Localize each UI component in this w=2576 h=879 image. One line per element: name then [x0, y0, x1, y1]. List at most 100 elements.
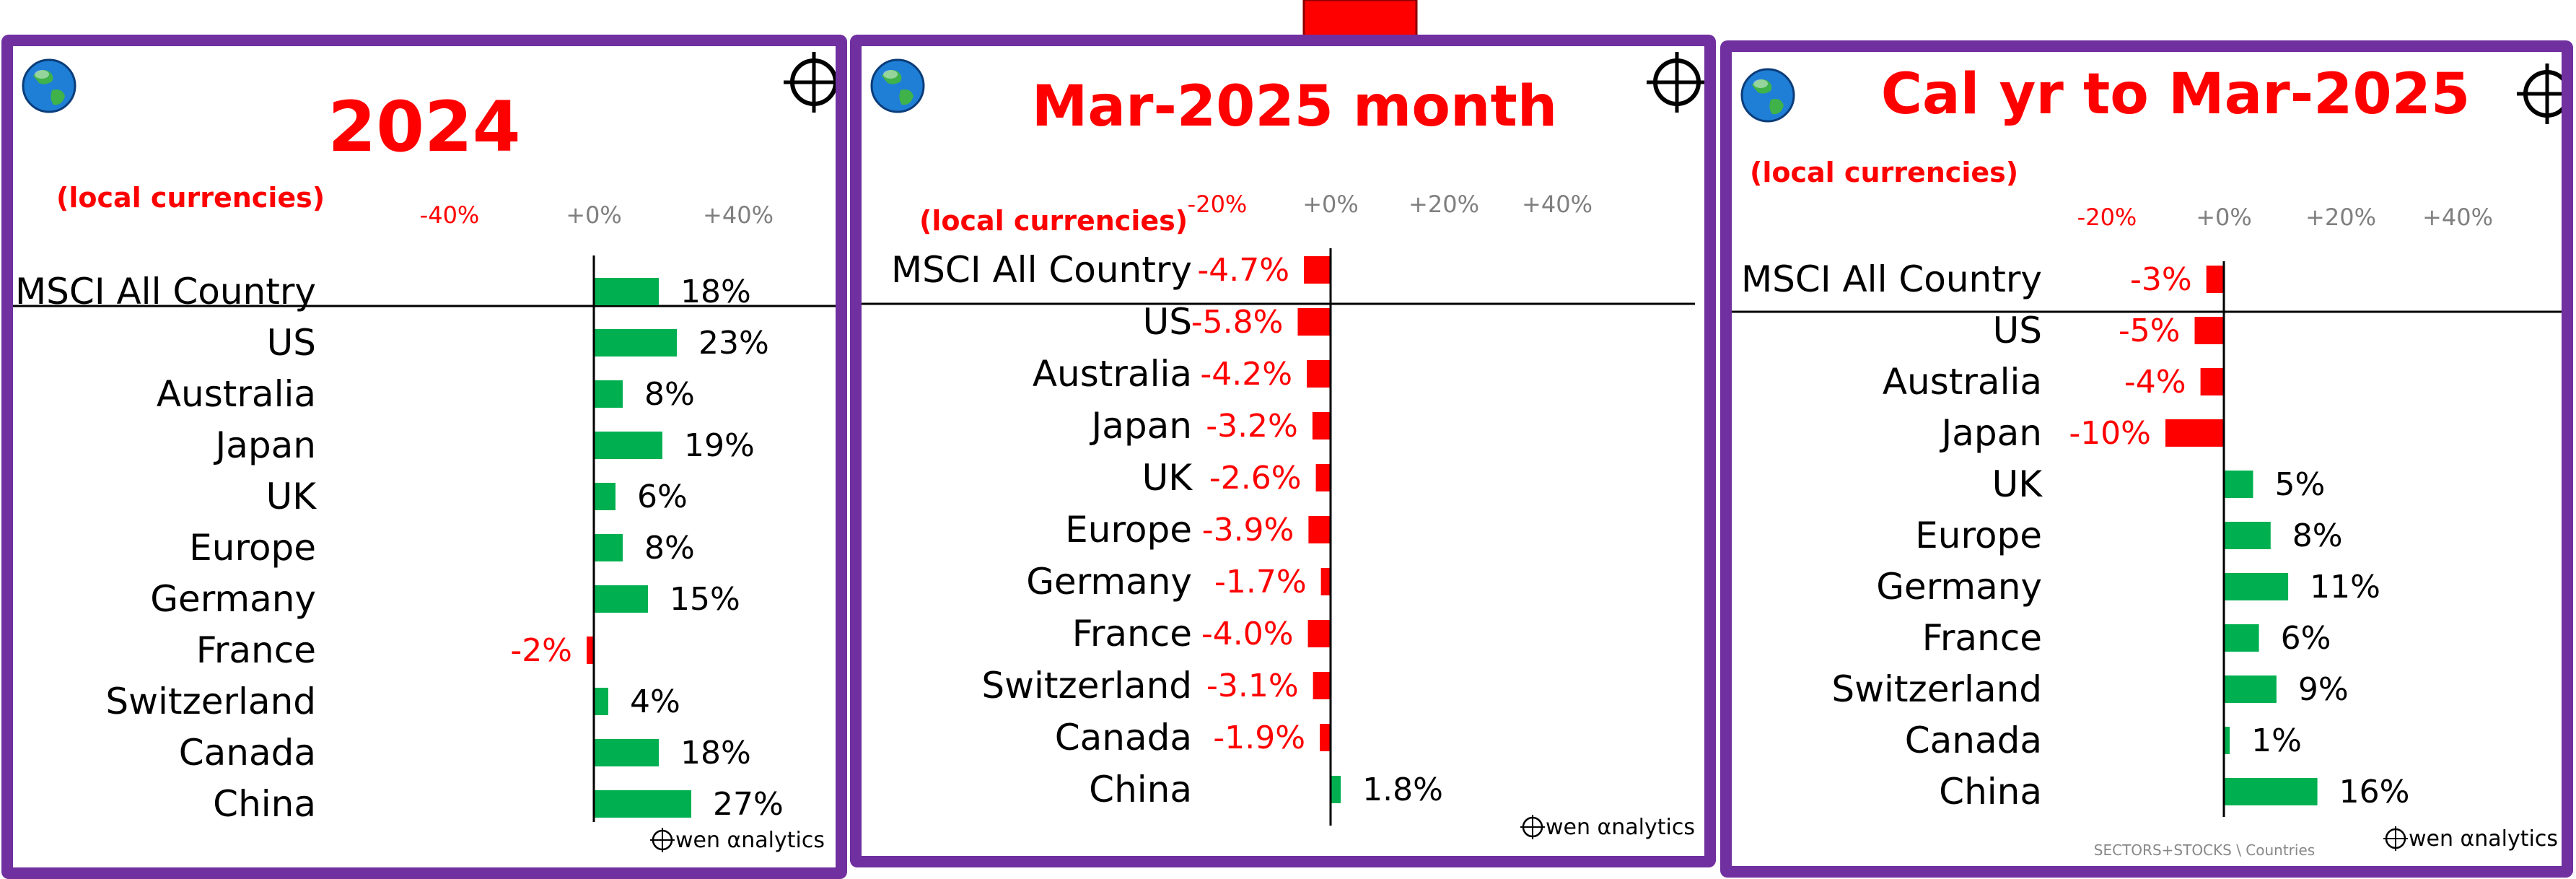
bar [1320, 568, 1331, 595]
bar [594, 585, 648, 613]
footer-text: SECTORS+STOCKS \ Countries [2094, 841, 2315, 859]
category-label: UK [1992, 463, 2043, 505]
value-label: 8% [644, 376, 695, 413]
category-label: Europe [1915, 515, 2042, 556]
bar [1315, 464, 1331, 491]
category-label: Europe [1065, 509, 1192, 551]
category-label: Germany [1026, 561, 1192, 603]
bar [2200, 368, 2224, 395]
bar [594, 278, 659, 305]
value-label: 5% [2275, 466, 2326, 503]
category-label: Japan [214, 424, 316, 466]
chart-panel-mar-2025: Mar-2025 month (local currencies) -20% +0% +… [850, 35, 1716, 867]
bar [1297, 308, 1331, 336]
value-label: 16% [2339, 774, 2410, 810]
bar [1320, 724, 1331, 751]
crosshair-icon [2517, 64, 2562, 124]
bar [1331, 776, 1341, 803]
category-label: Canada [1905, 720, 2042, 761]
bar [1307, 620, 1331, 647]
category-label: Australia [157, 373, 316, 415]
category-label: Australia [1033, 353, 1192, 395]
category-label: China [1089, 769, 1192, 810]
chart-subtitle: (local currencies) [1750, 157, 2018, 188]
category-label: US [1993, 310, 2042, 351]
bar [1308, 516, 1331, 543]
value-label: 18% [680, 735, 751, 771]
category-label: France [1072, 613, 1192, 655]
chart-subtitle: (local currencies) [919, 205, 1188, 237]
value-label: -4% [2124, 364, 2186, 401]
value-label: 15% [670, 581, 740, 618]
x-tick-label: +40% [1522, 191, 1593, 218]
svg-text:wen αnalytics: wen αnalytics [1546, 815, 1695, 840]
value-label: 1% [2251, 722, 2302, 759]
bar [2224, 573, 2289, 600]
value-label: 4% [630, 683, 680, 720]
bar [594, 483, 615, 510]
value-label: -2.6% [1209, 460, 1302, 497]
category-label: Japan [1090, 405, 1192, 447]
bar [594, 790, 691, 818]
bar [1312, 412, 1331, 439]
chart-cal-yr-to-mar-2025: Cal yr to Mar-2025 (local currencies) -20%… [1732, 62, 2562, 859]
value-label: -2% [510, 632, 572, 669]
value-label: -10% [2069, 415, 2151, 452]
svg-text:wen αnalytics: wen αnalytics [2409, 826, 2558, 852]
chart-panel-cal-yr: Cal yr to Mar-2025 (local currencies) -20%… [1720, 40, 2573, 878]
bar [2224, 675, 2277, 703]
x-tick-label: -20% [2077, 204, 2137, 231]
value-label: -1.9% [1213, 720, 1305, 756]
category-label: Switzerland [981, 665, 1192, 707]
bar [1304, 256, 1331, 284]
value-label: 19% [684, 427, 755, 464]
chart-title: Cal yr to Mar-2025 [1881, 62, 2470, 127]
x-tick-label: +0% [2196, 204, 2252, 231]
brand-logo: wen αnalytics [649, 828, 825, 853]
brand-logo: wen αnalytics [1520, 815, 1695, 840]
bar [2224, 727, 2230, 754]
svg-text:wen αnalytics: wen αnalytics [675, 828, 825, 853]
bar [2224, 778, 2318, 805]
bar [1313, 672, 1331, 699]
bar [594, 534, 623, 561]
bar [2194, 317, 2224, 344]
value-label: -4.7% [1197, 252, 1289, 289]
x-tick-label: +20% [2305, 204, 2376, 231]
category-label: UK [266, 476, 317, 517]
value-label: -5% [2119, 312, 2181, 349]
bar [594, 432, 662, 459]
bar [2224, 522, 2271, 549]
category-label: MSCI All Country [15, 271, 316, 312]
chart-mar-2025-month: Mar-2025 month (local currencies)-20% +0% +… [862, 52, 1704, 840]
value-label: -3.9% [1202, 512, 1294, 548]
globe-icon [870, 58, 925, 113]
category-label: Germany [150, 578, 316, 620]
value-label: 11% [2310, 569, 2380, 605]
value-label: 8% [2292, 517, 2343, 554]
value-label: -4.2% [1200, 356, 1292, 393]
category-label: MSCI All Country [891, 249, 1192, 291]
category-label: Australia [1883, 361, 2042, 403]
value-label: 1.8% [1362, 771, 1443, 808]
category-label: China [1939, 771, 2042, 813]
category-label: Switzerland [105, 681, 316, 722]
category-label: Canada [1055, 717, 1192, 758]
category-label: US [1143, 301, 1192, 343]
chart-panel-2024: 2024 (local currencies) -40% +0% +40% MSCI Al… [1, 35, 847, 879]
category-label: China [213, 783, 316, 825]
x-tick-label: +40% [703, 201, 774, 229]
category-label: Canada [179, 732, 316, 774]
bar [2165, 419, 2224, 447]
brand-logo: wen αnalytics [2383, 826, 2558, 852]
globe-icon [1740, 68, 1795, 123]
chart-2024: 2024(local currencies) -40% +0% +40% MSCI Al… [13, 52, 836, 853]
bar [594, 380, 623, 408]
category-label: Europe [189, 527, 316, 569]
bar [594, 688, 608, 715]
chart-subtitle: (local currencies) [56, 182, 325, 214]
value-label: -3.1% [1206, 668, 1299, 704]
value-label: 23% [698, 325, 769, 362]
value-label: 9% [2298, 671, 2349, 708]
value-label: -3.2% [1206, 408, 1298, 445]
